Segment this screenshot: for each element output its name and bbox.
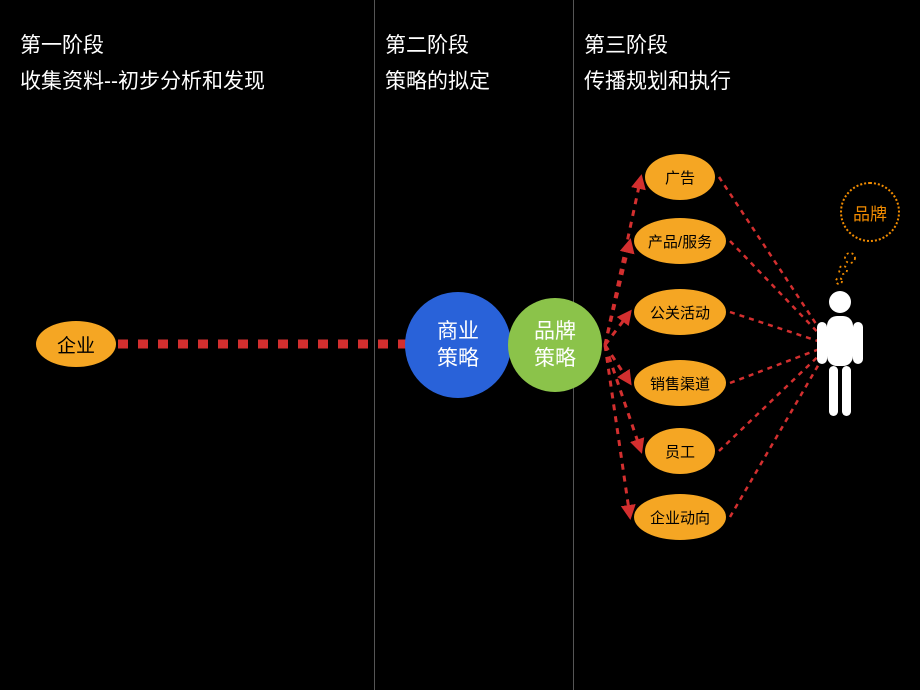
channel-node-0: 广告 bbox=[645, 154, 715, 200]
stage-1-subtitle: 收集资料--初步分析和发现 bbox=[20, 64, 265, 100]
channel-node-2: 公关活动 bbox=[634, 289, 726, 335]
channel-node-1: 产品/服务 bbox=[634, 218, 726, 264]
channel-label-1: 产品/服务 bbox=[648, 231, 712, 252]
channel-node-3: 销售渠道 bbox=[634, 360, 726, 406]
stage-3-title: 第三阶段 bbox=[584, 28, 731, 64]
enterprise-node: 企业 bbox=[36, 321, 116, 367]
channel-label-3: 销售渠道 bbox=[650, 373, 710, 394]
channel-label-5: 企业动向 bbox=[650, 507, 710, 528]
enterprise-label: 企业 bbox=[57, 331, 95, 358]
channel-node-5: 企业动向 bbox=[634, 494, 726, 540]
brand-strategy-line1: 品牌 bbox=[534, 318, 576, 345]
channel-label-2: 公关活动 bbox=[650, 302, 710, 323]
stage-2-label: 第二阶段 策略的拟定 bbox=[385, 28, 490, 99]
stage-1-label: 第一阶段 收集资料--初步分析和发现 bbox=[20, 28, 265, 99]
stage-1-title: 第一阶段 bbox=[20, 28, 265, 64]
person-icon bbox=[812, 290, 868, 420]
business-strategy-line1: 商业 bbox=[437, 318, 479, 345]
stage-2-title: 第二阶段 bbox=[385, 28, 490, 64]
brand-bubble-label: 品牌 bbox=[853, 200, 887, 225]
channel-label-0: 广告 bbox=[665, 167, 695, 188]
channel-label-4: 员工 bbox=[665, 441, 695, 462]
business-strategy-node: 商业 策略 bbox=[405, 292, 511, 398]
stage-2-subtitle: 策略的拟定 bbox=[385, 64, 490, 100]
stage-3-subtitle: 传播规划和执行 bbox=[584, 64, 731, 100]
brand-strategy-node: 品牌 策略 bbox=[508, 298, 602, 392]
channel-node-4: 员工 bbox=[645, 428, 715, 474]
business-strategy-line2: 策略 bbox=[437, 345, 479, 372]
brand-strategy-line2: 策略 bbox=[534, 345, 576, 372]
stage-divider-1 bbox=[374, 0, 375, 690]
brand-thought-bubble: 品牌 bbox=[840, 182, 900, 242]
stage-3-label: 第三阶段 传播规划和执行 bbox=[584, 28, 731, 99]
